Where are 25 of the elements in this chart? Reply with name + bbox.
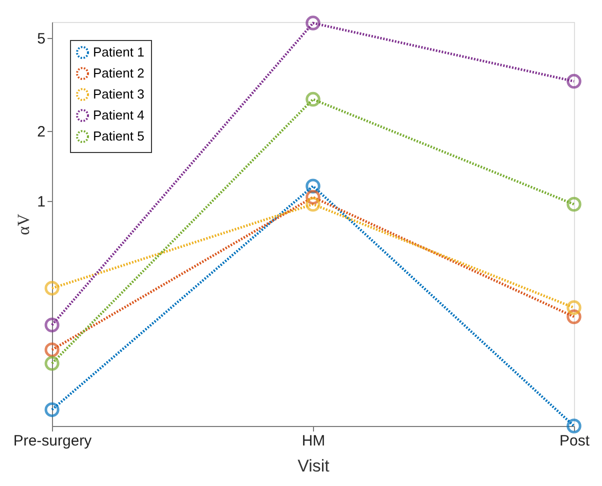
x-axis-title: Visit	[298, 456, 330, 476]
legend-label: Patient 4	[93, 108, 144, 122]
point	[566, 300, 582, 316]
point	[306, 92, 320, 107]
x-tick-label: Pre-surgery	[13, 432, 92, 450]
y-axis-title: αV	[14, 213, 34, 236]
x-tick-label: HM	[302, 432, 326, 450]
point	[44, 356, 60, 371]
point	[306, 196, 320, 212]
point	[566, 196, 582, 212]
point	[44, 402, 60, 418]
point	[44, 318, 60, 332]
y-tick-label: 1	[37, 194, 46, 211]
legend-label: Patient 5	[93, 128, 144, 144]
point	[44, 342, 60, 358]
point	[566, 418, 582, 434]
point	[566, 74, 582, 89]
y-tick-label: 2	[37, 123, 46, 140]
legend-label: Patient 2	[93, 66, 144, 80]
legend-label: Patient 3	[93, 86, 144, 102]
y-tick-label: 5	[37, 30, 46, 48]
point	[306, 16, 320, 30]
x-tick-label: Post	[559, 432, 590, 450]
point	[44, 280, 60, 296]
legend-label: Patient 1	[93, 44, 144, 60]
